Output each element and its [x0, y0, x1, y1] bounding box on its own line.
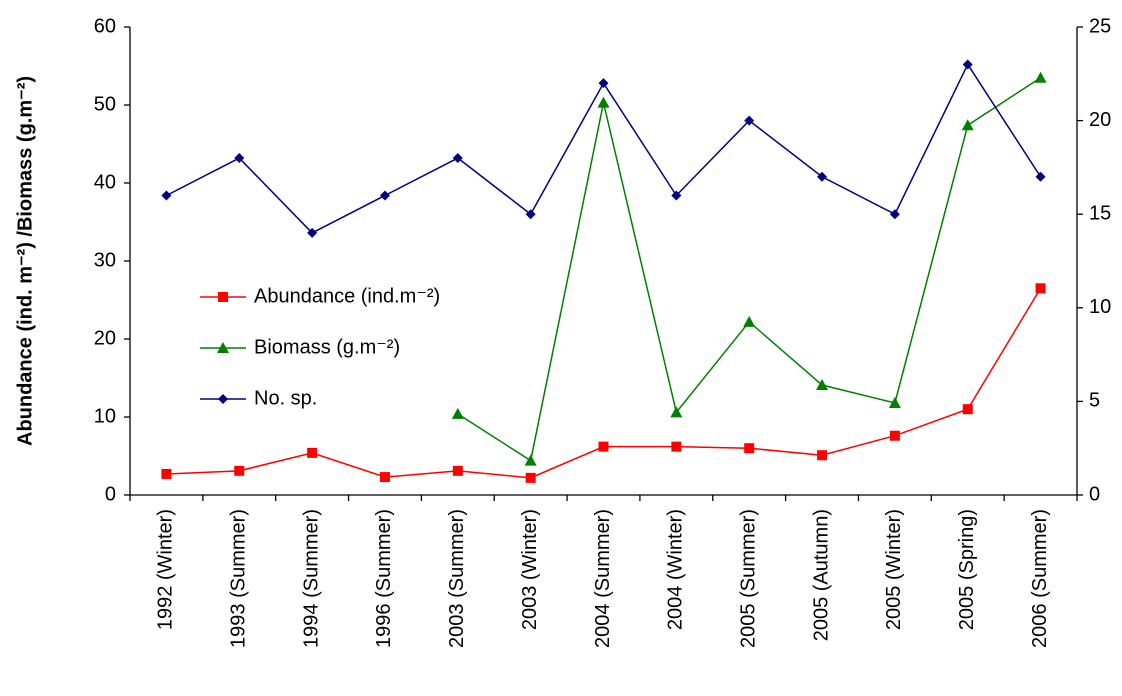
- data-point: [888, 396, 901, 408]
- series-line: [166, 62, 1042, 234]
- data-point: [817, 450, 828, 461]
- data-point: [452, 153, 463, 164]
- data-point: [379, 472, 390, 483]
- y-tick-label: 50: [94, 93, 116, 115]
- legend-label: No. sp.: [254, 387, 317, 409]
- data-point: [744, 443, 755, 454]
- data-point: [598, 78, 609, 89]
- data-point: [451, 407, 464, 419]
- data-point: [525, 472, 536, 483]
- legend-marker: [218, 292, 228, 302]
- y-tick-label: 0: [105, 483, 116, 505]
- data-point: [525, 209, 536, 220]
- x-tick-label: 1994 (Summer): [300, 509, 322, 648]
- y-tick-label: 20: [94, 327, 116, 349]
- y-tick-label: 10: [94, 405, 116, 427]
- series-line: [457, 77, 1041, 462]
- legend-label: Abundance (ind.m⁻²): [254, 285, 440, 307]
- data-point: [889, 430, 900, 441]
- x-tick-label: 2005 (Autumn): [810, 509, 832, 641]
- data-point: [671, 190, 682, 201]
- data-point: [670, 406, 683, 418]
- data-point: [307, 447, 318, 458]
- data-point: [597, 96, 610, 108]
- data-point: [889, 209, 900, 220]
- legend-marker: [218, 394, 228, 404]
- y2-tick-label: 15: [1089, 202, 1111, 224]
- legend-marker: [217, 342, 229, 353]
- data-point: [817, 171, 828, 182]
- data-point: [234, 153, 245, 164]
- data-point: [161, 468, 172, 479]
- y-axis-label: Abundance (ind. m⁻²) /Biomass (g.m⁻²): [14, 76, 36, 446]
- data-point: [961, 119, 974, 131]
- data-point: [962, 404, 973, 415]
- y2-tick-label: 0: [1089, 483, 1100, 505]
- data-point: [744, 115, 755, 126]
- y-tick-label: 30: [94, 249, 116, 271]
- x-tick-label: 1992 (Winter): [155, 509, 177, 630]
- y2-tick-label: 20: [1089, 109, 1111, 131]
- data-point: [379, 190, 390, 201]
- y2-tick-label: 5: [1089, 390, 1100, 412]
- x-tick-label: 2005 (Summer): [737, 509, 759, 648]
- x-tick-label: 2005 (Winter): [883, 509, 905, 630]
- y2-tick-label: 25: [1089, 15, 1111, 37]
- data-point: [671, 441, 682, 452]
- x-tick-label: 2003 (Summer): [446, 509, 468, 648]
- x-tick-label: 1996 (Summer): [373, 509, 395, 648]
- data-point: [452, 465, 463, 476]
- data-point: [234, 465, 245, 476]
- data-point: [1035, 171, 1046, 182]
- x-tick-label: 2004 (Summer): [592, 509, 614, 648]
- x-tick-label: 2003 (Winter): [519, 509, 541, 630]
- data-point: [524, 454, 537, 466]
- x-tick-label: 2004 (Winter): [665, 509, 687, 630]
- data-point: [598, 441, 609, 452]
- legend-label: Biomass (g.m⁻²): [254, 336, 400, 358]
- y-tick-label: 40: [94, 171, 116, 193]
- x-tick-label: 1993 (Summer): [228, 509, 250, 648]
- data-point: [307, 227, 318, 238]
- y2-tick-label: 10: [1089, 296, 1111, 318]
- data-point: [161, 190, 172, 201]
- data-point: [816, 379, 829, 391]
- x-tick-label: 2006 (Summer): [1029, 509, 1051, 648]
- x-tick-label: 2005 (Spring): [956, 509, 978, 630]
- data-point: [1035, 283, 1046, 294]
- data-point: [1034, 71, 1047, 83]
- data-point: [743, 315, 756, 327]
- data-point: [962, 59, 973, 70]
- y-tick-label: 60: [94, 15, 116, 37]
